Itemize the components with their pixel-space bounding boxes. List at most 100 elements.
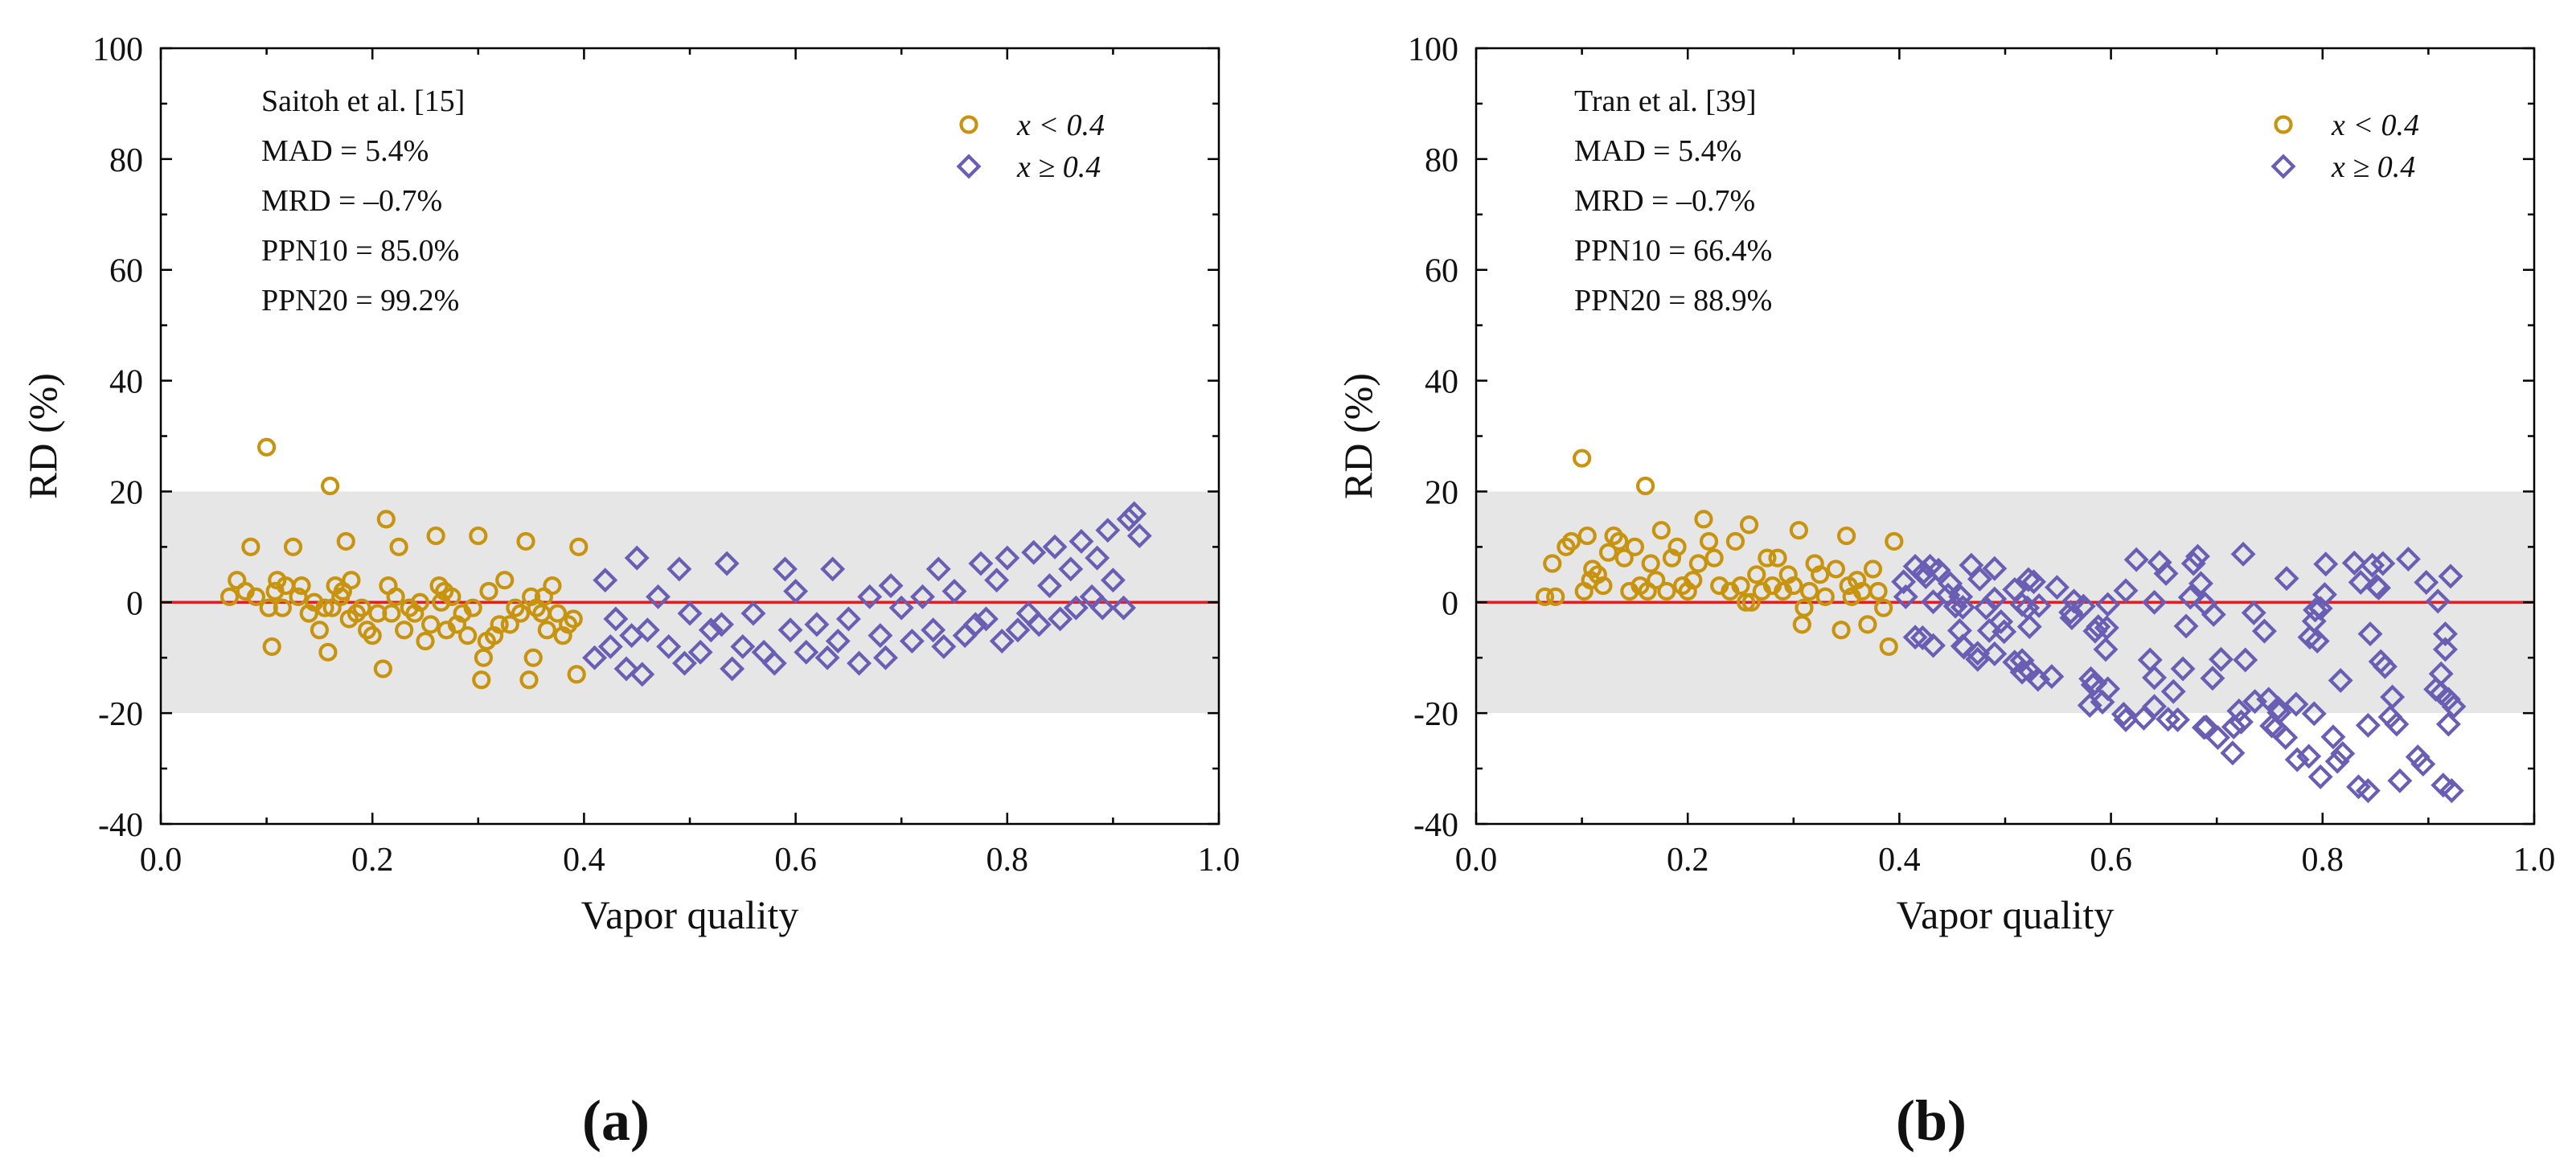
data-point — [1982, 641, 2008, 666]
data-point — [1795, 598, 1814, 617]
data-point — [2266, 699, 2292, 725]
data-point — [2432, 637, 2458, 662]
data-point — [968, 551, 994, 576]
data-point — [1704, 548, 1724, 568]
data-point — [2328, 668, 2353, 693]
data-point — [1837, 526, 1856, 546]
data-point — [2284, 747, 2310, 772]
data-point — [2283, 691, 2309, 717]
data-point — [2438, 563, 2463, 589]
y-tick-label: 40 — [109, 364, 143, 401]
data-point — [2357, 621, 2383, 647]
data-point — [2303, 597, 2328, 623]
y-tick-label: 80 — [1425, 142, 1458, 179]
data-point — [1784, 576, 1803, 596]
data-point — [2348, 570, 2373, 595]
x-tick-label: 0.8 — [2302, 842, 2344, 879]
y-tick-label: 100 — [1408, 31, 1458, 68]
data-point — [2384, 711, 2410, 737]
data-point — [1089, 595, 1115, 621]
data-point — [1684, 571, 1703, 590]
data-point — [2200, 666, 2225, 691]
data-point — [995, 545, 1020, 571]
data-point — [564, 609, 583, 629]
legend-label: x ≥ 0.4 — [1016, 150, 1101, 184]
data-point — [2330, 740, 2356, 766]
data-point — [395, 621, 414, 640]
y-tick-label: -20 — [1413, 696, 1458, 733]
data-point — [511, 604, 531, 623]
data-point — [2188, 571, 2213, 596]
y-tick-label: 60 — [1425, 253, 1458, 290]
data-point — [1641, 554, 1660, 573]
data-point — [2113, 707, 2139, 732]
x-tick-label: 0.8 — [987, 842, 1029, 879]
data-point — [2311, 582, 2337, 608]
data-point — [292, 576, 311, 596]
data-point — [925, 556, 951, 582]
data-point — [2025, 666, 2051, 692]
data-point — [698, 617, 724, 643]
data-point — [2160, 678, 2186, 704]
data-point — [1988, 609, 2014, 634]
stats-line: PPN10 = 85.0% — [261, 234, 459, 268]
data-point — [458, 626, 478, 645]
data-point — [472, 670, 491, 690]
data-point — [2256, 686, 2282, 712]
data-point — [630, 662, 655, 687]
y-tick-label: 100 — [92, 31, 143, 68]
data-point — [2423, 677, 2449, 702]
legend-label: x < 0.4 — [1016, 109, 1105, 142]
data-point — [352, 598, 371, 617]
data-point — [624, 545, 650, 571]
data-point — [1909, 625, 1935, 650]
data-point — [582, 645, 608, 670]
data-point — [442, 587, 461, 606]
y-tick-label: 20 — [1425, 474, 1458, 511]
data-point — [1085, 545, 1110, 571]
stats-line: MAD = 5.4% — [1574, 134, 1741, 168]
data-point — [709, 612, 734, 637]
data-point — [1982, 586, 2008, 612]
data-point — [1921, 589, 1946, 615]
legend-circle-marker — [959, 115, 978, 134]
data-point — [537, 621, 556, 640]
data-point — [2153, 560, 2179, 586]
data-point — [2173, 613, 2199, 639]
data-point — [500, 615, 519, 634]
data-point — [519, 670, 539, 690]
data-point — [1747, 565, 1766, 584]
data-point — [2387, 768, 2413, 793]
data-point — [2251, 618, 2277, 644]
series-low-quality — [219, 437, 589, 690]
data-point — [2341, 550, 2367, 576]
data-point — [246, 587, 266, 606]
data-point — [984, 568, 1010, 593]
data-point — [931, 633, 957, 659]
data-point — [490, 615, 509, 634]
data-point — [283, 537, 303, 556]
data-point — [1815, 587, 1835, 606]
data-point — [634, 617, 660, 643]
data-point — [2137, 647, 2163, 673]
data-point — [1948, 584, 1974, 609]
data-point — [825, 629, 851, 654]
data-point — [761, 650, 787, 676]
data-point — [1938, 571, 1963, 596]
data-point — [1768, 548, 1787, 568]
x-tick-label: 1.0 — [2513, 842, 2556, 879]
data-point — [2395, 547, 2421, 572]
x-tick-label: 0.0 — [1455, 842, 1498, 879]
data-point — [2016, 567, 2041, 592]
data-point — [420, 615, 441, 634]
data-point — [1982, 555, 2008, 581]
data-point — [1741, 592, 1761, 612]
data-point — [1891, 569, 1917, 595]
legend-label: x ≥ 0.4 — [2331, 150, 2415, 184]
data-point — [567, 665, 586, 684]
x-tick-label: 0.0 — [140, 842, 183, 879]
data-point — [1911, 559, 1937, 585]
data-point — [613, 656, 639, 682]
data-point — [318, 642, 338, 662]
